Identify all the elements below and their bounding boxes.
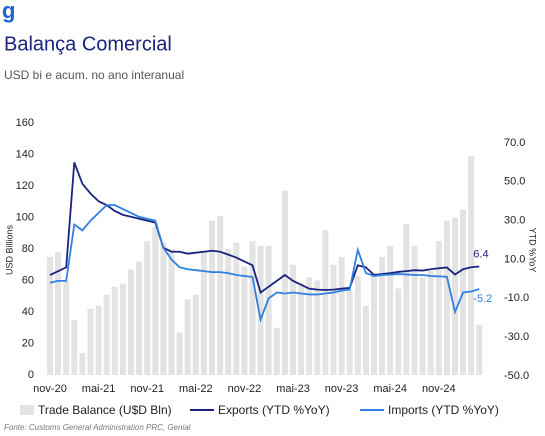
end-label: -5.2 bbox=[473, 293, 492, 305]
y2-tick-label: -30.0 bbox=[504, 331, 529, 343]
y-tick-label: 120 bbox=[16, 180, 34, 192]
line bbox=[49, 204, 480, 323]
bar bbox=[362, 305, 369, 375]
bar bbox=[273, 327, 280, 375]
bar bbox=[354, 275, 361, 375]
legend-label: Trade Balance (U$D Bln) bbox=[38, 403, 172, 417]
bar bbox=[281, 190, 288, 375]
y2-tick-label: 10.0 bbox=[504, 253, 525, 265]
x-tick-label: nov-22 bbox=[228, 383, 262, 395]
bar bbox=[217, 215, 224, 375]
x-tick-label: nov-21 bbox=[130, 383, 164, 395]
bar bbox=[95, 305, 102, 375]
bar bbox=[290, 264, 296, 375]
y2-tick-label: -50.0 bbox=[504, 370, 529, 382]
y-tick-label: 20 bbox=[22, 337, 34, 349]
x-tick-label: nov-23 bbox=[325, 383, 359, 395]
bar bbox=[322, 230, 329, 375]
bar bbox=[184, 299, 191, 375]
bar bbox=[265, 245, 272, 375]
x-tick-label: mai-24 bbox=[373, 383, 407, 395]
legend-swatch bbox=[20, 405, 34, 415]
bar bbox=[330, 264, 337, 375]
bar bbox=[176, 332, 183, 375]
bar bbox=[63, 280, 70, 375]
bar bbox=[47, 256, 53, 375]
x-tick-label: nov-24 bbox=[422, 383, 456, 395]
bar bbox=[103, 294, 110, 375]
bar bbox=[168, 249, 175, 375]
bar bbox=[314, 280, 321, 375]
line bbox=[49, 162, 480, 294]
bar bbox=[87, 308, 94, 375]
bar bbox=[411, 245, 418, 375]
bar bbox=[403, 223, 410, 375]
y-axis-label: USD Billions bbox=[4, 224, 14, 275]
y2-tick-label: 30.0 bbox=[504, 215, 525, 227]
bar bbox=[338, 256, 345, 375]
bar bbox=[111, 286, 118, 375]
bar bbox=[136, 261, 143, 375]
chart-title: Balança Comercial bbox=[4, 33, 172, 55]
bar bbox=[200, 252, 207, 375]
bar bbox=[144, 241, 151, 375]
bar bbox=[209, 220, 215, 375]
y-tick-label: 0 bbox=[28, 369, 34, 381]
legend-label: Exports (YTD %YoY) bbox=[218, 403, 330, 417]
bar bbox=[249, 241, 256, 375]
bar bbox=[225, 249, 232, 375]
end-label: 6.4 bbox=[473, 248, 488, 260]
bar bbox=[152, 226, 159, 375]
bar bbox=[298, 283, 305, 375]
y2-axis-label: YTD %YoY bbox=[528, 228, 538, 273]
bar bbox=[79, 352, 86, 375]
y-tick-label: 80 bbox=[22, 243, 34, 255]
bar bbox=[435, 241, 442, 375]
bar bbox=[257, 245, 264, 375]
bar bbox=[55, 252, 62, 375]
y2-tick-label: 50.0 bbox=[504, 176, 525, 188]
bar bbox=[419, 277, 426, 375]
x-tick-label: nov-20 bbox=[33, 383, 67, 395]
x-tick-label: mai-21 bbox=[82, 383, 116, 395]
bar bbox=[128, 269, 134, 375]
bar bbox=[306, 277, 313, 375]
x-tick-label: mai-22 bbox=[179, 383, 213, 395]
y2-tick-label: 70.0 bbox=[504, 137, 525, 149]
y-tick-label: 140 bbox=[16, 148, 34, 160]
bar bbox=[346, 289, 353, 375]
source: Fonte: Customs General Administration PR… bbox=[4, 423, 191, 432]
legend-label: Imports (YTD %YoY) bbox=[388, 403, 499, 417]
bar bbox=[443, 220, 450, 375]
bar bbox=[241, 266, 248, 375]
y-tick-label: 160 bbox=[16, 117, 34, 129]
bar bbox=[468, 156, 475, 375]
x-tick-label: mai-23 bbox=[276, 383, 310, 395]
bar bbox=[427, 271, 434, 375]
y-tick-label: 100 bbox=[16, 211, 34, 223]
logo: g bbox=[2, 0, 15, 23]
bar bbox=[160, 242, 167, 375]
bar bbox=[379, 256, 386, 375]
y-tick-label: 60 bbox=[22, 274, 34, 286]
bar bbox=[452, 217, 458, 375]
y2-tick-label: -10.0 bbox=[504, 292, 529, 304]
bar bbox=[71, 319, 78, 375]
bar bbox=[395, 288, 402, 375]
bar bbox=[387, 245, 394, 375]
y-tick-label: 40 bbox=[22, 306, 34, 318]
bar bbox=[192, 294, 199, 375]
bar bbox=[119, 283, 126, 375]
bar bbox=[371, 272, 377, 375]
bar bbox=[476, 324, 483, 375]
subtitle: USD bi e acum. no ano interanual bbox=[4, 68, 184, 82]
bar bbox=[233, 242, 240, 375]
